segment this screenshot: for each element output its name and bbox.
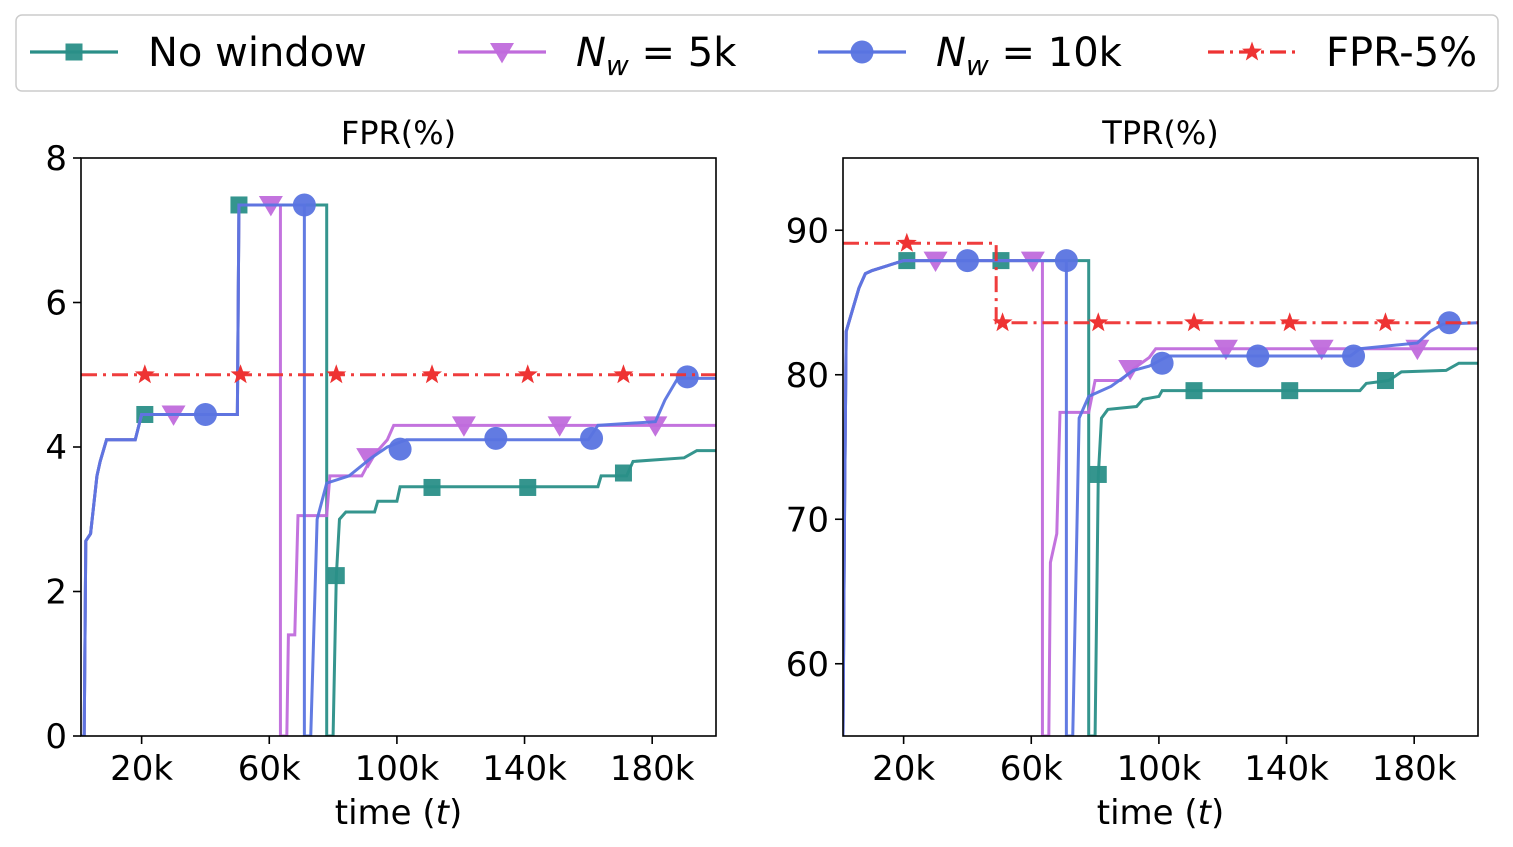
data-point [519, 478, 537, 496]
data-point [1150, 351, 1174, 375]
data-point [675, 365, 699, 389]
data-point [484, 426, 508, 450]
x-tick-label: 100k [355, 749, 440, 789]
data-point [193, 402, 217, 426]
legend-marker-triangle-down [490, 43, 514, 64]
data-point [1309, 339, 1334, 361]
data-point [955, 249, 979, 273]
data-point [896, 232, 917, 252]
series-line [843, 241, 1478, 325]
legend-item-no-window: No window [30, 30, 367, 76]
data-point [1375, 312, 1396, 332]
data-point [1246, 344, 1270, 368]
legend-label: Nw = 10k [936, 30, 1123, 82]
data-point [326, 364, 347, 384]
data-point [1281, 382, 1299, 400]
x-axis-label: time (t) [335, 793, 463, 833]
data-point [1184, 312, 1204, 332]
x-axis-label: time (t) [1097, 793, 1225, 833]
series-n-w-10k [843, 249, 1478, 736]
data-point [547, 416, 572, 437]
data-point [422, 364, 442, 384]
legend: No window Nw = 5k Nw = 10k FPR-5% [15, 14, 1499, 92]
x-tick-label: 100k [1117, 749, 1202, 789]
x-tick-label: 180k [610, 749, 695, 789]
y-tick-label: 80 [786, 356, 829, 396]
legend-box [15, 14, 1499, 92]
y-tick-label: 0 [45, 717, 67, 757]
legend-marker-circle [850, 40, 874, 64]
data-point [292, 193, 316, 217]
plot-area [81, 193, 716, 736]
data-point [580, 426, 604, 450]
data-point [134, 364, 155, 384]
series-n-w-10k [81, 193, 716, 736]
legend-marker-square [65, 43, 83, 61]
legend-item-fpr-5: FPR-5% [1208, 30, 1477, 76]
x-tick-label: 60k [238, 749, 301, 789]
axes-frame [842, 157, 1479, 737]
x-tick-label: 20k [110, 749, 173, 789]
legend-marker-star [1242, 41, 1262, 61]
data-point [613, 364, 634, 384]
data-point [1213, 339, 1238, 361]
x-tick-label: 20k [872, 749, 935, 789]
data-point [1279, 312, 1300, 332]
legend-label: No window [148, 30, 367, 76]
data-point [1088, 312, 1109, 332]
x-tick-label: 140k [1244, 749, 1329, 789]
fpr-panel: 20k 60k 100k 140k 180k 0 2 4 6 8 FPR(%) time (t) [45, 114, 717, 833]
y-tick-label: 8 [45, 139, 67, 179]
x-tick-label: 140k [482, 749, 567, 789]
plot-area [843, 232, 1478, 736]
data-point [992, 312, 1013, 332]
y-tick-label: 90 [786, 211, 829, 251]
data-point [1342, 344, 1366, 368]
data-point [327, 567, 345, 585]
legend-label: Nw = 5k [576, 30, 737, 82]
data-point [230, 364, 251, 384]
x-tick-label: 60k [1000, 749, 1063, 789]
data-point [451, 416, 476, 437]
data-point [614, 464, 632, 482]
legend-item-n-w-10k: Nw = 10k [818, 30, 1123, 82]
data-point [356, 448, 381, 469]
data-point [1185, 382, 1203, 400]
legend-item-n-w-5k: Nw = 5k [458, 30, 737, 82]
y-tick-label: 70 [786, 500, 829, 540]
series-line [843, 259, 1478, 736]
data-point [1118, 359, 1143, 381]
x-tick-label: 180k [1372, 749, 1457, 789]
series-no-window [81, 196, 716, 736]
panel-title: FPR(%) [341, 114, 456, 152]
y-tick-label: 60 [786, 645, 829, 685]
data-point [1089, 465, 1107, 483]
tpr-panel: 20k 60k 100k 140k 180k 60 70 80 90 TPR(%) time (t) [786, 114, 1479, 833]
series-line [843, 259, 1478, 736]
series-line [843, 259, 1478, 736]
y-tick-label: 4 [45, 428, 67, 468]
data-point [1376, 372, 1394, 390]
legend-label: FPR-5% [1326, 30, 1477, 76]
panel-title: TPR(%) [1101, 114, 1218, 152]
data-point [423, 478, 441, 496]
y-tick-label: 2 [45, 573, 67, 613]
y-tick-label: 6 [45, 284, 67, 324]
data-point [388, 437, 412, 461]
series-fpr-5 [843, 232, 1478, 332]
series-fpr-5 [81, 364, 716, 384]
data-point [517, 364, 538, 384]
data-point [1054, 249, 1078, 273]
